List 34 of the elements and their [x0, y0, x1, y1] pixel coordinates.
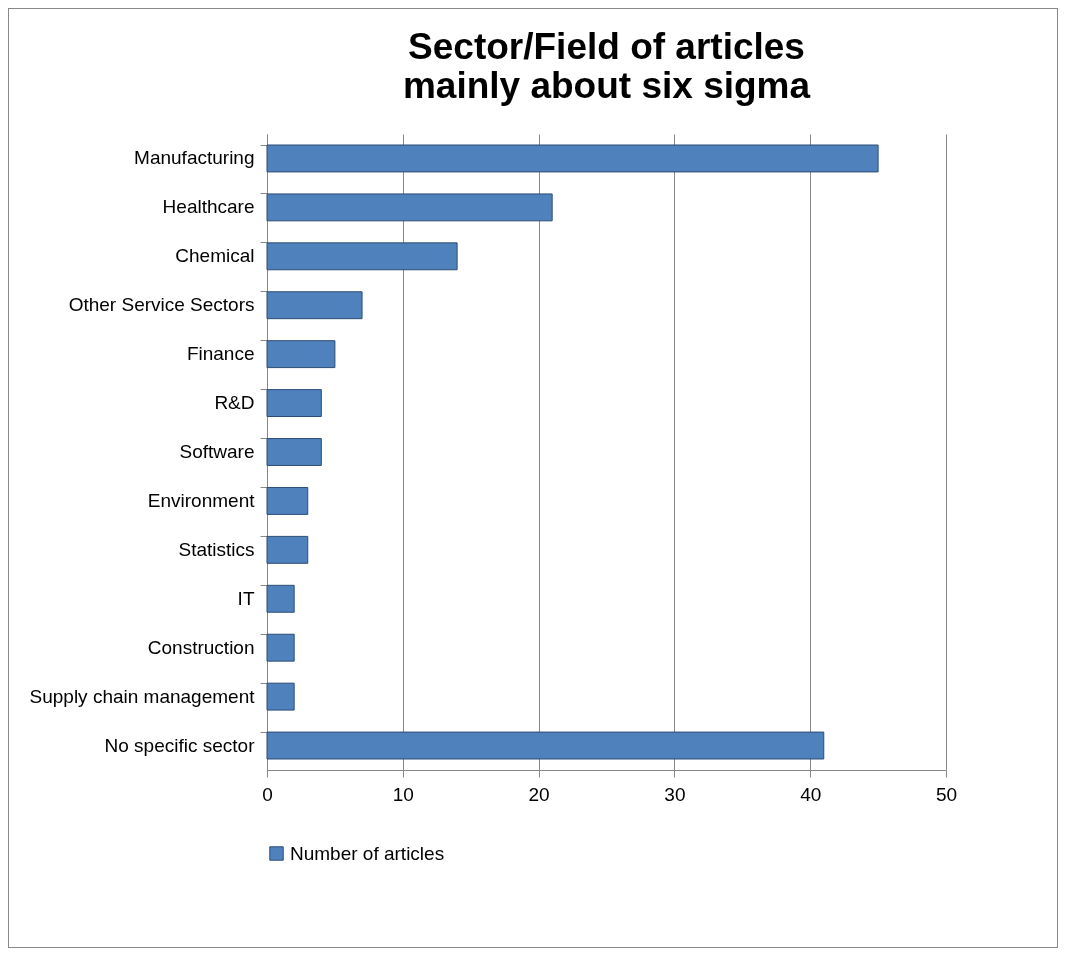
- bar: [266, 438, 322, 466]
- bar: [266, 633, 295, 662]
- y-tick-label: Manufacturing: [134, 147, 255, 169]
- x-tick-label: 10: [392, 783, 414, 805]
- bar: [266, 242, 458, 271]
- bar: [266, 486, 309, 515]
- y-tick-label: Environment: [147, 489, 256, 511]
- bar: [266, 291, 363, 320]
- bar: [266, 584, 295, 613]
- x-tick-label: 0: [262, 783, 273, 805]
- x-tick-label: 30: [664, 783, 686, 805]
- x-tick-label: 20: [528, 783, 550, 805]
- bar: [266, 340, 336, 369]
- x-tick-label: 40: [800, 783, 822, 805]
- bar: [266, 144, 879, 173]
- bar: [266, 535, 309, 564]
- bar: [266, 731, 825, 760]
- y-tick-label: Finance: [186, 343, 255, 365]
- y-tick-label: Healthcare: [162, 196, 255, 218]
- x-tick-label: 50: [935, 783, 958, 805]
- y-tick-label: IT: [237, 587, 255, 609]
- y-tick-label: R&D: [214, 392, 255, 414]
- chart-title: Sector/Field of articles mainly about six sigma: [402, 26, 811, 106]
- y-tick-label: Supply chain management: [29, 685, 256, 707]
- y-tick-label: Construction: [147, 636, 255, 658]
- y-tick-label: Software: [179, 441, 255, 462]
- bar: [266, 682, 295, 711]
- y-tick-label: Chemical: [175, 245, 255, 267]
- legend-label: Number of articles: [290, 842, 445, 864]
- bar: [266, 389, 322, 418]
- y-tick-label: Other Service Sectors: [68, 294, 255, 316]
- y-tick-label: Statistics: [178, 538, 255, 560]
- bar: [266, 193, 553, 222]
- y-tick-label: No specific sector: [104, 734, 256, 756]
